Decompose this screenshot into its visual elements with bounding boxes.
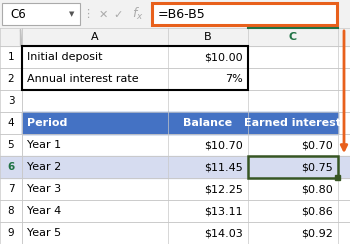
Text: Year 5: Year 5 bbox=[27, 228, 61, 238]
Text: 6: 6 bbox=[7, 162, 15, 172]
Text: 7: 7 bbox=[8, 184, 14, 194]
Text: Year 4: Year 4 bbox=[27, 206, 61, 216]
Text: A: A bbox=[91, 32, 99, 42]
Bar bbox=[0, 28, 350, 46]
Text: $11.45: $11.45 bbox=[204, 162, 243, 172]
Text: Balance: Balance bbox=[183, 118, 232, 128]
Text: 3: 3 bbox=[8, 96, 14, 106]
Text: $14.03: $14.03 bbox=[204, 228, 243, 238]
Text: Year 2: Year 2 bbox=[27, 162, 61, 172]
Text: Earned interest: Earned interest bbox=[245, 118, 342, 128]
Text: Year 3: Year 3 bbox=[27, 184, 61, 194]
Text: 5: 5 bbox=[8, 140, 14, 150]
Bar bbox=[0, 0, 350, 28]
Text: 1: 1 bbox=[8, 52, 14, 62]
Text: 4: 4 bbox=[8, 118, 14, 128]
Text: 9: 9 bbox=[8, 228, 14, 238]
Text: Initial deposit: Initial deposit bbox=[27, 52, 103, 62]
Text: 2: 2 bbox=[8, 74, 14, 84]
Polygon shape bbox=[20, 29, 21, 45]
Text: =B6-B5: =B6-B5 bbox=[158, 8, 206, 20]
Text: ✕: ✕ bbox=[98, 10, 108, 20]
Bar bbox=[0, 156, 350, 178]
Text: $13.11: $13.11 bbox=[204, 206, 243, 216]
Text: B: B bbox=[204, 32, 212, 42]
Text: Annual interest rate: Annual interest rate bbox=[27, 74, 139, 84]
Text: $12.25: $12.25 bbox=[204, 184, 243, 194]
Text: $0.70: $0.70 bbox=[301, 140, 333, 150]
FancyBboxPatch shape bbox=[2, 3, 80, 25]
Text: 8: 8 bbox=[8, 206, 14, 216]
Text: Period: Period bbox=[27, 118, 67, 128]
Text: $10.70: $10.70 bbox=[204, 140, 243, 150]
Text: $0.86: $0.86 bbox=[301, 206, 333, 216]
Text: ▼: ▼ bbox=[69, 11, 75, 17]
Text: ✓: ✓ bbox=[113, 10, 123, 20]
Text: C6: C6 bbox=[10, 8, 26, 20]
FancyBboxPatch shape bbox=[152, 3, 337, 25]
Bar bbox=[248, 156, 338, 178]
Text: ⋮: ⋮ bbox=[83, 9, 93, 19]
Text: $0.75: $0.75 bbox=[301, 162, 333, 172]
Text: Year 1: Year 1 bbox=[27, 140, 61, 150]
Text: $10.00: $10.00 bbox=[204, 52, 243, 62]
Text: $0.80: $0.80 bbox=[301, 184, 333, 194]
Text: C: C bbox=[289, 32, 297, 42]
Text: 7%: 7% bbox=[225, 74, 243, 84]
Text: $0.92: $0.92 bbox=[301, 228, 333, 238]
Bar bbox=[335, 175, 340, 180]
Bar bbox=[22, 112, 338, 134]
Text: $f_x$: $f_x$ bbox=[132, 6, 144, 22]
Bar bbox=[22, 46, 248, 90]
